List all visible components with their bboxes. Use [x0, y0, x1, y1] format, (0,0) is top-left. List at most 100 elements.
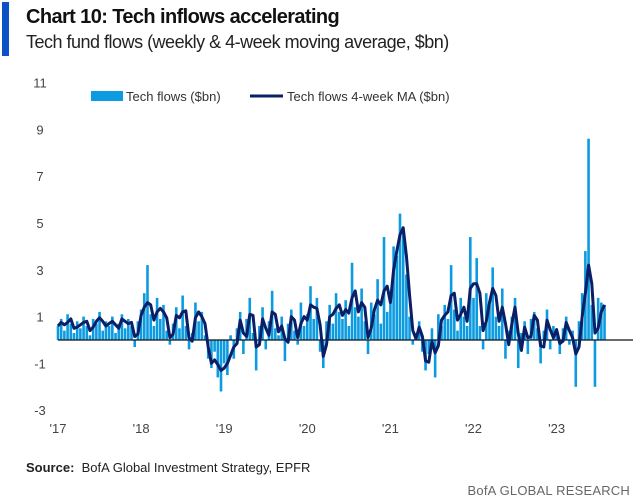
- x-tick-label: '22: [465, 421, 482, 436]
- flow-bar: [357, 316, 360, 340]
- flow-bar: [481, 340, 485, 350]
- flow-bar: [117, 323, 121, 340]
- chart-title: Chart 10: Tech inflows accelerating: [26, 6, 340, 28]
- flow-bar: [277, 335, 280, 340]
- flow-bar: [325, 321, 328, 340]
- legend-label-bars: Tech flows ($bn): [126, 89, 221, 104]
- flow-bar: [158, 318, 162, 340]
- flow-bar: [302, 325, 306, 340]
- flow-bar: [264, 340, 268, 350]
- flow-bar: [130, 325, 133, 340]
- flow-bar: [366, 340, 370, 355]
- flow-bar: [184, 325, 188, 340]
- flow-bar: [488, 304, 491, 340]
- flow-bar: [127, 318, 130, 340]
- flow-bar: [341, 318, 344, 340]
- flow-bar: [309, 286, 312, 340]
- flow-bar: [395, 255, 399, 340]
- flow-bar: [600, 302, 603, 340]
- flow-bar: [539, 340, 542, 364]
- ma-line: [56, 226, 606, 372]
- flow-bar: [360, 288, 363, 340]
- y-tick-label: 9: [36, 122, 43, 137]
- flow-bar: [114, 332, 117, 340]
- flow-bar: [75, 321, 79, 340]
- flow-bar: [590, 304, 594, 340]
- flow-bar: [88, 335, 92, 340]
- flow-bar: [558, 340, 562, 355]
- flow-bar: [312, 318, 315, 340]
- flow-bar: [63, 330, 66, 340]
- flow-bar: [187, 340, 191, 350]
- flow-bar: [165, 330, 168, 340]
- flow-bar: [91, 318, 95, 340]
- flow-bar: [334, 293, 338, 340]
- x-tick-label: '19: [216, 421, 233, 436]
- flow-bar: [475, 258, 478, 340]
- flow-bar: [133, 340, 137, 348]
- flow-bar: [433, 340, 437, 378]
- flow-bar: [548, 340, 552, 350]
- flow-bar: [516, 340, 520, 369]
- flow-bar: [72, 332, 76, 340]
- flow-bar: [162, 304, 165, 340]
- flow-bar: [254, 340, 258, 371]
- flow-bar: [283, 340, 287, 362]
- flow-bar: [101, 330, 105, 340]
- flow-bar: [155, 297, 159, 340]
- flow-bar: [69, 323, 73, 340]
- flow-bar: [142, 293, 146, 340]
- flow-bar: [139, 309, 143, 340]
- flow-bar: [59, 318, 63, 340]
- flow-bar: [178, 328, 181, 340]
- flow-bar: [210, 340, 213, 369]
- flow-bar: [472, 297, 475, 340]
- flow-bar: [111, 316, 114, 340]
- flow-bar: [520, 332, 523, 340]
- flow-bar: [385, 311, 389, 340]
- flow-bar: [593, 340, 597, 387]
- flow-bar: [459, 297, 463, 340]
- flow-bar: [389, 293, 392, 340]
- brand-footer: BofA GLOBAL RESEARCH: [467, 483, 630, 498]
- flow-bar: [296, 340, 300, 345]
- flow-bar: [95, 323, 98, 340]
- source-note: Source: BofA Global Investment Strategy,…: [26, 460, 310, 475]
- flow-bar: [552, 325, 555, 340]
- flow-bar: [446, 318, 450, 340]
- flow-bar: [331, 323, 335, 340]
- flow-bar: [152, 325, 156, 340]
- flow-bar: [229, 335, 232, 340]
- y-tick-label: 7: [36, 169, 43, 184]
- legend-label-line: Tech flows 4-week MA ($bn): [287, 89, 450, 104]
- flow-bar: [219, 340, 223, 392]
- flow-bar: [596, 297, 600, 340]
- flow-bar: [440, 325, 443, 340]
- y-tick-label: -1: [34, 356, 46, 371]
- flow-bar: [82, 316, 85, 340]
- x-tick-label: '20: [299, 421, 316, 436]
- flow-bar: [497, 325, 501, 340]
- flow-bar: [494, 316, 498, 340]
- flow-bar: [363, 321, 367, 340]
- flow-bar: [373, 314, 376, 340]
- y-tick-label: 5: [36, 216, 43, 231]
- flow-bar: [574, 340, 578, 387]
- flow-bar: [181, 295, 184, 340]
- flow-bar: [536, 328, 539, 340]
- flow-bar: [398, 213, 402, 340]
- legend: Tech flows ($bn) Tech flows 4-week MA ($…: [91, 89, 450, 104]
- flow-bar: [491, 267, 494, 340]
- flow-bar: [430, 328, 434, 340]
- x-tick-label: '21: [382, 421, 399, 436]
- title-accent-bar: [2, 2, 9, 56]
- flow-bar: [107, 325, 111, 340]
- flow-bar: [443, 304, 447, 340]
- flow-bar: [251, 332, 255, 340]
- flow-bar: [587, 138, 590, 340]
- bar-series: [56, 138, 606, 392]
- flow-bar: [242, 340, 245, 355]
- legend-swatch-bars: [91, 91, 123, 101]
- flow-bar: [203, 335, 207, 340]
